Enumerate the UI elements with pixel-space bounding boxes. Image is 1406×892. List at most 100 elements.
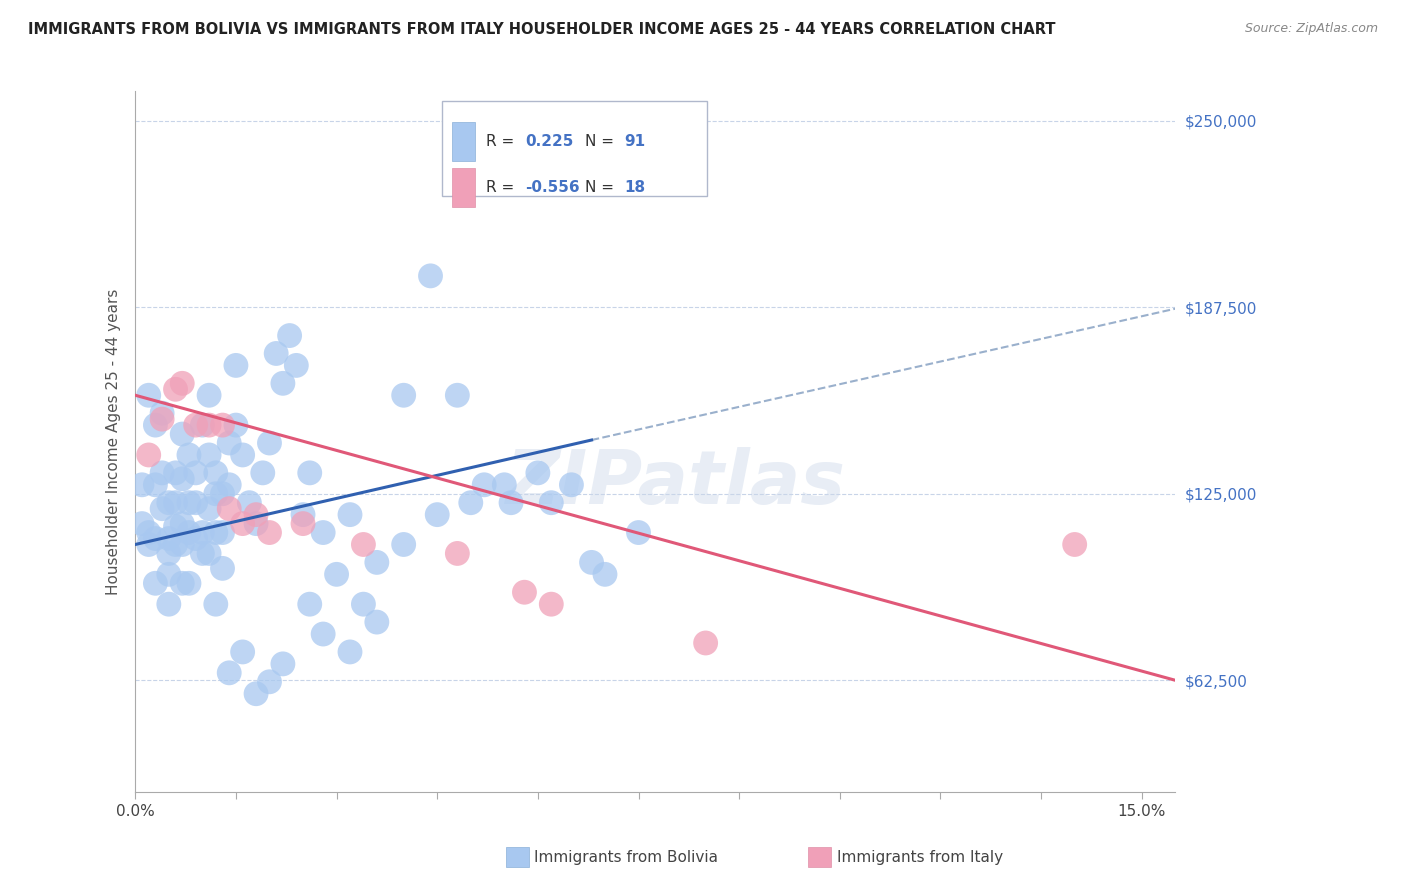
Point bbox=[366, 615, 388, 629]
Point bbox=[312, 627, 335, 641]
Point bbox=[292, 508, 315, 522]
Point bbox=[204, 597, 226, 611]
Point bbox=[259, 436, 281, 450]
Point bbox=[527, 466, 550, 480]
Point bbox=[271, 657, 294, 671]
Point bbox=[138, 448, 160, 462]
Point bbox=[191, 525, 214, 540]
Point bbox=[191, 546, 214, 560]
Point bbox=[581, 555, 603, 569]
Point bbox=[138, 525, 160, 540]
Text: Source: ZipAtlas.com: Source: ZipAtlas.com bbox=[1244, 22, 1378, 36]
Point bbox=[560, 477, 582, 491]
Point bbox=[198, 388, 221, 402]
Point bbox=[218, 477, 240, 491]
Point bbox=[184, 466, 207, 480]
Point bbox=[198, 546, 221, 560]
Point bbox=[695, 636, 717, 650]
Point bbox=[245, 687, 267, 701]
Point bbox=[218, 436, 240, 450]
Point bbox=[259, 674, 281, 689]
Point bbox=[165, 466, 187, 480]
Point bbox=[184, 496, 207, 510]
Point bbox=[339, 508, 361, 522]
Point bbox=[165, 537, 187, 551]
Point bbox=[218, 665, 240, 680]
Point bbox=[150, 466, 173, 480]
Point bbox=[446, 388, 468, 402]
Text: Immigrants from Italy: Immigrants from Italy bbox=[837, 850, 1002, 864]
Point bbox=[232, 645, 254, 659]
Point bbox=[177, 576, 200, 591]
Point bbox=[172, 376, 194, 391]
Point bbox=[278, 328, 301, 343]
Point bbox=[271, 376, 294, 391]
Point bbox=[145, 418, 167, 433]
Point bbox=[298, 597, 321, 611]
Point bbox=[513, 585, 536, 599]
Point bbox=[131, 477, 153, 491]
Point bbox=[238, 496, 260, 510]
Point bbox=[157, 546, 180, 560]
Point bbox=[150, 501, 173, 516]
Point bbox=[138, 388, 160, 402]
Point bbox=[218, 501, 240, 516]
Point bbox=[627, 525, 650, 540]
Text: R =: R = bbox=[486, 134, 519, 149]
Point bbox=[232, 448, 254, 462]
Point bbox=[211, 418, 233, 433]
Point bbox=[211, 525, 233, 540]
Point bbox=[198, 418, 221, 433]
Text: IMMIGRANTS FROM BOLIVIA VS IMMIGRANTS FROM ITALY HOUSEHOLDER INCOME AGES 25 - 44: IMMIGRANTS FROM BOLIVIA VS IMMIGRANTS FR… bbox=[28, 22, 1056, 37]
Text: N =: N = bbox=[585, 134, 619, 149]
Point bbox=[145, 532, 167, 546]
Point bbox=[325, 567, 347, 582]
Point bbox=[172, 427, 194, 442]
Point bbox=[165, 496, 187, 510]
Text: 0.225: 0.225 bbox=[526, 134, 574, 149]
Point bbox=[184, 532, 207, 546]
Point bbox=[172, 576, 194, 591]
Point bbox=[172, 537, 194, 551]
Point bbox=[177, 525, 200, 540]
Point bbox=[177, 496, 200, 510]
Point bbox=[419, 268, 441, 283]
Point bbox=[264, 346, 287, 360]
Point bbox=[157, 597, 180, 611]
Point bbox=[352, 537, 374, 551]
Point bbox=[138, 537, 160, 551]
Point bbox=[198, 448, 221, 462]
Point bbox=[211, 561, 233, 575]
Point bbox=[499, 496, 522, 510]
Point bbox=[131, 516, 153, 531]
Point bbox=[150, 406, 173, 420]
Point bbox=[198, 501, 221, 516]
Point bbox=[204, 525, 226, 540]
Point bbox=[145, 576, 167, 591]
Point bbox=[157, 496, 180, 510]
Point bbox=[172, 472, 194, 486]
Text: R =: R = bbox=[486, 180, 519, 194]
Bar bbox=[453, 122, 475, 161]
Text: -0.556: -0.556 bbox=[526, 180, 579, 194]
Point bbox=[211, 487, 233, 501]
Point bbox=[177, 448, 200, 462]
Point bbox=[150, 412, 173, 426]
Point bbox=[225, 359, 247, 373]
Point bbox=[285, 359, 308, 373]
Point bbox=[540, 597, 562, 611]
Point bbox=[446, 546, 468, 560]
Point bbox=[366, 555, 388, 569]
Bar bbox=[441, 102, 707, 196]
Point bbox=[339, 645, 361, 659]
Point bbox=[298, 466, 321, 480]
Point bbox=[460, 496, 482, 510]
Point bbox=[204, 466, 226, 480]
Point bbox=[352, 597, 374, 611]
Point bbox=[392, 537, 415, 551]
Point bbox=[225, 418, 247, 433]
Point bbox=[252, 466, 274, 480]
Text: 18: 18 bbox=[624, 180, 645, 194]
Point bbox=[157, 567, 180, 582]
Bar bbox=[453, 168, 475, 207]
